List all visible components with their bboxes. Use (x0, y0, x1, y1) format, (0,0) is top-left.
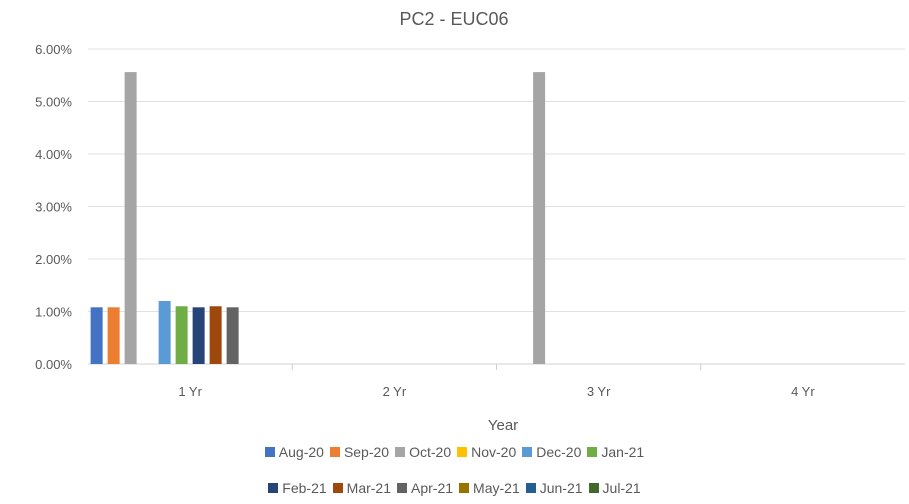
bar-mar-21-1yr (209, 306, 222, 364)
bar-chart: PC2 - EUC06 0.00% 1.00% 2.00% 3.00% 4.00% 5.0… (35, 9, 905, 434)
legend-label: Jan-21 (601, 444, 645, 460)
bar-dec-20-1yr (158, 301, 171, 364)
legend-swatch (268, 483, 279, 493)
legend-item: Feb-21 (268, 480, 327, 496)
legend-item: Aug-20 (264, 444, 324, 460)
legend-item: Dec-20 (522, 444, 581, 460)
legend-item: Jan-21 (587, 444, 644, 460)
legend-label: Nov-20 (471, 444, 517, 460)
gridlines (88, 48, 905, 365)
legend-label: Jun-21 (539, 480, 583, 496)
legend-label: Aug-20 (278, 444, 324, 460)
legend-label: Apr-21 (411, 480, 454, 496)
y-tick-label: 0.00% (35, 357, 72, 372)
legend-swatch (457, 447, 468, 457)
legend-label: Feb-21 (282, 480, 327, 496)
legend-item: Nov-20 (457, 444, 516, 460)
legend-row-1: Aug-20 Sep-20 Oct-20 Nov-20 Dec-20 Jan-21 (0, 444, 909, 460)
bar-jan-21-1yr (175, 306, 188, 364)
bar-oct-20-1yr (124, 72, 137, 364)
bar-aug-20-1yr (90, 307, 103, 364)
legend-swatch (329, 447, 340, 457)
legend-swatch (522, 447, 533, 457)
x-tick-label: 3 Yr (587, 384, 611, 399)
legend-label: Sep-20 (343, 444, 390, 460)
legend-label: May-21 (473, 480, 520, 496)
chart-title: PC2 - EUC06 (399, 9, 508, 29)
y-tick-label: 6.00% (35, 42, 72, 57)
legend-item: Mar-21 (332, 480, 392, 496)
bar-apr-21-1yr (226, 307, 239, 364)
x-tick-label: 1 Yr (178, 384, 202, 399)
x-tick-label: 4 Yr (791, 384, 815, 399)
legend-label: Dec-20 (536, 444, 582, 460)
y-tick-label: 3.00% (35, 200, 72, 215)
legend-swatch (525, 483, 536, 493)
legend-swatch (587, 447, 598, 457)
x-axis-title: Year (488, 417, 518, 434)
y-tick-label: 5.00% (35, 95, 72, 110)
legend-label: Mar-21 (346, 480, 392, 496)
bars (90, 72, 546, 364)
legend-swatch (395, 447, 406, 457)
legend-label: Oct-20 (409, 444, 452, 460)
bar-feb-21-1yr (192, 307, 205, 364)
y-axis-ticks: 0.00% 1.00% 2.00% 3.00% 4.00% 5.00% 6.00% (35, 42, 72, 372)
legend-swatch (588, 483, 599, 493)
legend-label: Jul-21 (602, 480, 641, 496)
legend-swatch (459, 483, 470, 493)
y-tick-label: 1.00% (35, 305, 72, 320)
bar-oct-20-3yr (533, 72, 546, 364)
legend-item: Oct-20 (395, 444, 451, 460)
legend-item: Jul-21 (588, 480, 641, 496)
legend-item: Sep-20 (329, 444, 390, 460)
legend-item: Jun-21 (525, 480, 583, 496)
legend-item: May-21 (459, 480, 520, 496)
legend-row-2: Feb-21 Mar-21 Apr-21 May-21 Jun-21 Jul-21 (0, 480, 909, 496)
bar-sep-20-1yr (107, 307, 120, 364)
legend-swatch (397, 483, 408, 493)
y-tick-label: 2.00% (35, 252, 72, 267)
y-tick-label: 4.00% (35, 147, 72, 162)
legend-swatch (264, 447, 275, 457)
legend-item: Apr-21 (397, 480, 453, 496)
legend-swatch (332, 483, 343, 493)
x-tick-label: 2 Yr (383, 384, 407, 399)
x-axis-ticks: 1 Yr 2 Yr 3 Yr 4 Yr (178, 364, 815, 399)
